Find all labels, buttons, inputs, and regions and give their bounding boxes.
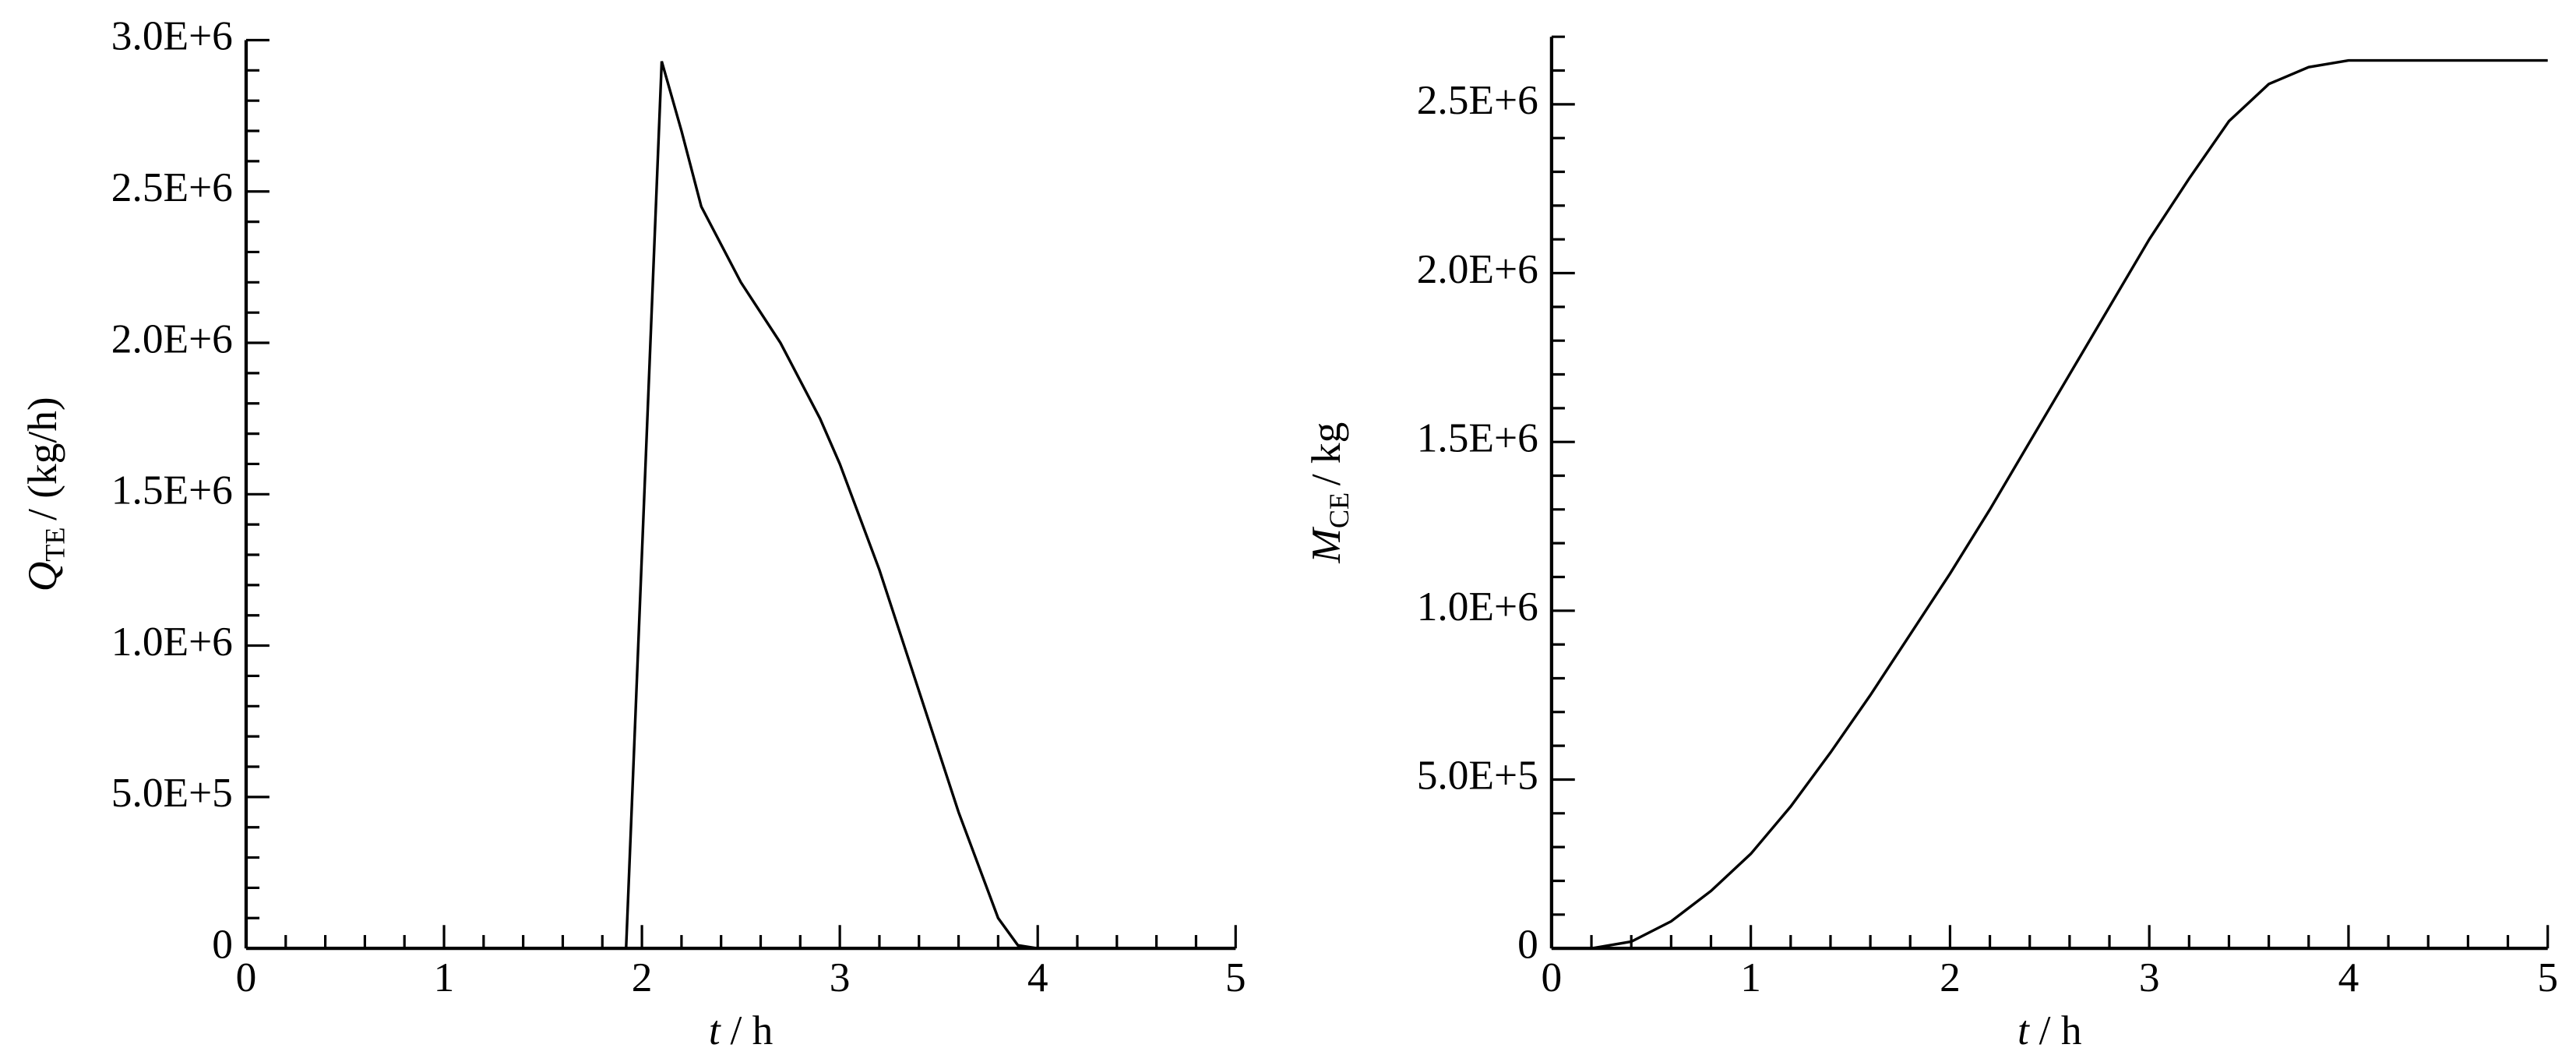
x-tick-label: 3 — [2139, 954, 2160, 1000]
y-tick-label: 1.5E+6 — [1417, 414, 1538, 460]
y-tick-label: 3.0E+6 — [111, 12, 233, 59]
x-tick-label: 2 — [1940, 954, 1961, 1000]
y-label-unit: / (kg/h) — [19, 397, 65, 520]
y-tick-label: 5.0E+5 — [1417, 752, 1538, 799]
x-tick-label: 0 — [1542, 954, 1563, 1000]
x-tick-label: 5 — [2537, 954, 2558, 1000]
data-line — [245, 61, 1236, 950]
y-tick-label: 0 — [212, 920, 233, 967]
y-tick-label: 2.5E+6 — [1417, 76, 1538, 123]
x-label-symbol: t — [2017, 1007, 2030, 1053]
y-axis-label: MCE / kg — [1302, 422, 1355, 564]
x-label-unit: / h — [2039, 1007, 2082, 1053]
x-tick-label: 2 — [632, 954, 653, 1000]
y-label-subscript: TE — [40, 527, 71, 561]
x-axis-label: t / h — [709, 1007, 773, 1053]
x-axis-label: t / h — [2017, 1007, 2081, 1053]
y-label-unit: / kg — [1302, 422, 1349, 486]
x-tick-label: 1 — [434, 954, 455, 1000]
y-label-symbol: Q — [19, 562, 65, 592]
y-tick-label: 1.5E+6 — [111, 467, 233, 513]
data-line — [1551, 58, 2548, 950]
x-tick-label: 4 — [2338, 954, 2359, 1000]
x-tick-label: 3 — [830, 954, 851, 1000]
y-tick-label: 2.0E+6 — [111, 315, 233, 362]
y-tick-label: 2.5E+6 — [111, 164, 233, 210]
y-tick-label: 1.0E+6 — [1417, 583, 1538, 630]
y-tick-label: 2.0E+6 — [1417, 245, 1538, 292]
y-label-symbol: M — [1302, 527, 1349, 564]
y-tick-label: 1.0E+6 — [111, 618, 233, 665]
x-tick-label: 5 — [1225, 954, 1246, 1000]
y-tick-label: 0 — [1517, 920, 1538, 967]
x-label-unit: / h — [730, 1007, 773, 1053]
x-tick-label: 0 — [236, 954, 257, 1000]
y-tick-label: 5.0E+5 — [111, 769, 233, 816]
x-label-symbol: t — [709, 1007, 721, 1053]
y-label-subscript: CE — [1323, 492, 1355, 528]
x-tick-label: 1 — [1740, 954, 1761, 1000]
y-axis-label: QTE / (kg/h) — [19, 397, 71, 591]
x-tick-label: 4 — [1027, 954, 1048, 1000]
